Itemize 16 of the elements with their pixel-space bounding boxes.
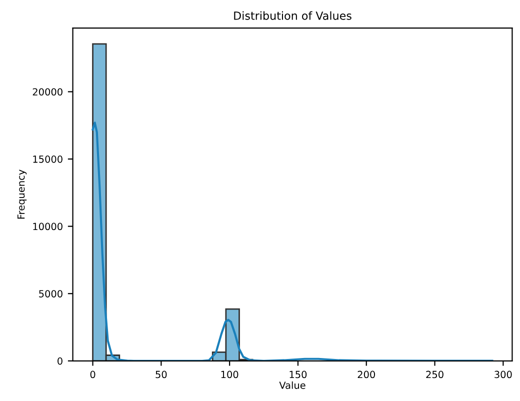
y-tick-label: 10000: [33, 222, 62, 230]
x-tick-label: 200: [358, 370, 376, 378]
x-tick-label: 50: [156, 370, 167, 378]
x-tick-label: 0: [90, 370, 96, 378]
x-tick-label: 150: [290, 370, 307, 378]
x-tick-label: 250: [426, 370, 444, 378]
x-tick-label: 300: [494, 370, 512, 378]
x-tick-label: 100: [221, 370, 238, 378]
chart-title: Distribution of Values: [234, 11, 352, 20]
y-tick-label: 20000: [32, 88, 62, 96]
y-tick-label: 5000: [39, 290, 62, 298]
y-tick-label: 0: [58, 357, 62, 365]
y-axis-title: Frequency: [17, 170, 27, 219]
x-axis-title: Value: [279, 381, 306, 389]
line-series: [92, 122, 494, 361]
y-tick-label: 15000: [33, 156, 62, 163]
